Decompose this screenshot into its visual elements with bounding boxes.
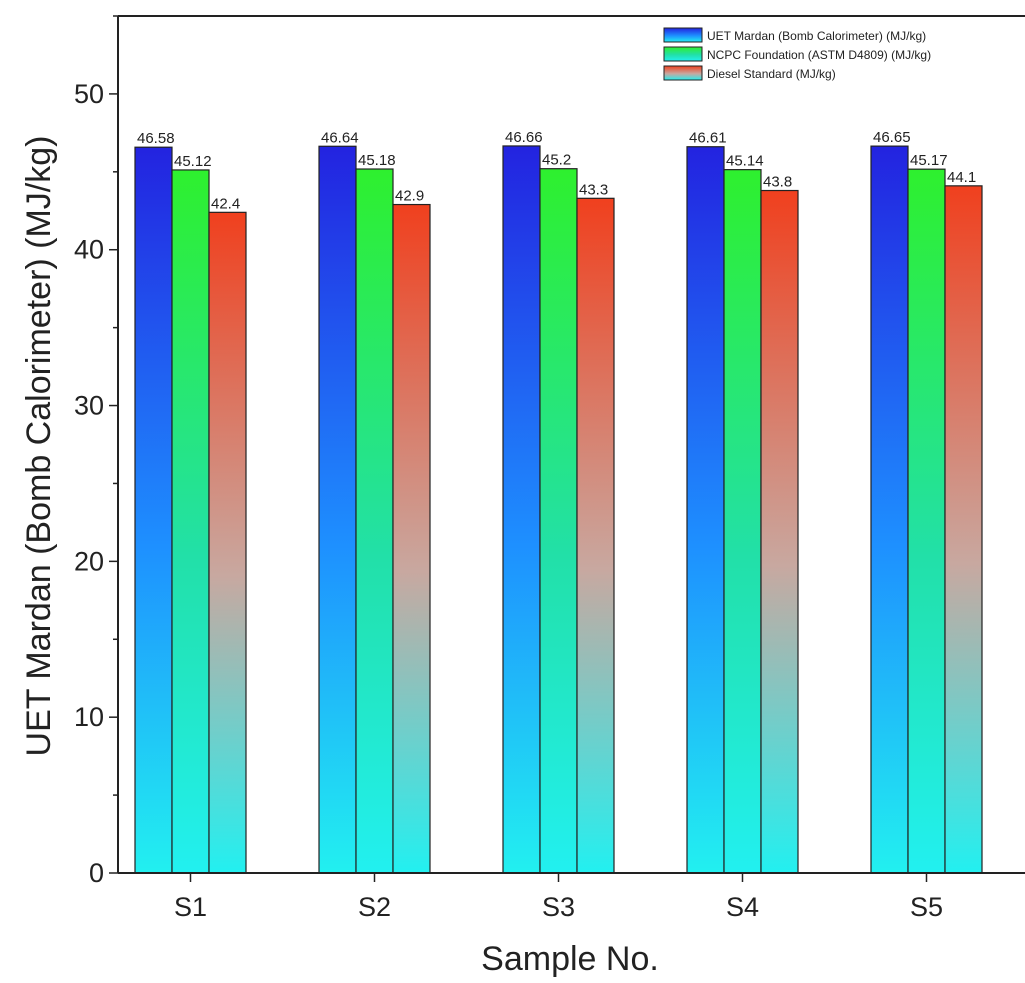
- data-label-s1-series-3: 42.4: [211, 195, 240, 212]
- data-label-s2-series-3: 42.9: [395, 188, 424, 205]
- y-axis-title: UET Mardan (Bomb Calorimeter) (MJ/kg): [20, 136, 58, 757]
- x-tick-label-s4: S4: [726, 892, 759, 922]
- legend-label-series-2: NCPC Foundation (ASTM D4809) (MJ/kg): [707, 48, 931, 62]
- legend-swatch-series-1: [663, 27, 703, 43]
- x-axis-title: Sample No.: [481, 940, 659, 978]
- data-labels-layer: 46.58 45.12 42.4 46.64 45.18 42.9 46.66 45.2 43.…: [137, 129, 976, 212]
- data-label-s5-series-2: 45.17: [910, 152, 948, 169]
- bar-s4-series-3: [760, 189, 799, 874]
- y-tick-label: 20: [74, 546, 104, 576]
- y-tick-label: 30: [74, 391, 104, 421]
- bar-s4-series-1: [686, 146, 725, 874]
- data-label-s1-series-1: 46.58: [137, 130, 175, 147]
- x-tick-label-s3: S3: [542, 892, 575, 922]
- y-tick-label: 50: [74, 79, 104, 109]
- bar-s3-series-1: [502, 145, 541, 874]
- data-label-s5-series-3: 44.1: [947, 169, 976, 186]
- bar-s3-series-2: [539, 168, 578, 874]
- bar-s1-series-3: [208, 211, 247, 874]
- bar-s3-series-3: [576, 197, 615, 874]
- data-label-s4-series-2: 45.14: [726, 153, 764, 170]
- data-label-s3-series-2: 45.2: [542, 152, 571, 169]
- y-tick-label: 10: [74, 702, 104, 732]
- x-tick-label-s1: S1: [174, 892, 207, 922]
- axes-layer: 0 10 20 30 40 50 S1 S2 S3 S4 S5: [74, 15, 1025, 922]
- data-label-s3-series-3: 43.3: [579, 181, 608, 198]
- bar-s5-series-3: [944, 185, 983, 874]
- data-label-s4-series-1: 46.61: [689, 130, 727, 147]
- legend-swatch-series-2: [663, 46, 703, 62]
- bars-layer: [134, 145, 983, 874]
- y-tick-label: 0: [89, 858, 104, 888]
- bar-s2-series-3: [392, 203, 431, 874]
- bar-s2-series-2: [355, 168, 394, 874]
- y-tick-label: 40: [74, 235, 104, 265]
- data-label-s5-series-1: 46.65: [873, 129, 911, 146]
- data-label-s2-series-1: 46.64: [321, 129, 359, 146]
- legend-label-series-1: UET Mardan (Bomb Calorimeter) (MJ/kg): [707, 29, 926, 43]
- bar-s5-series-2: [907, 168, 946, 874]
- legend-swatch-series-3: [663, 65, 703, 81]
- bar-s4-series-2: [723, 169, 762, 874]
- data-label-s4-series-3: 43.8: [763, 174, 792, 191]
- bar-s2-series-1: [318, 145, 357, 874]
- bar-s1-series-2: [171, 169, 210, 874]
- x-tick-label-s2: S2: [358, 892, 391, 922]
- data-label-s1-series-2: 45.12: [174, 153, 212, 170]
- legend-label-series-3: Diesel Standard (MJ/kg): [707, 67, 836, 81]
- legend: UET Mardan (Bomb Calorimeter) (MJ/kg) NCP…: [663, 27, 931, 81]
- data-label-s3-series-1: 46.66: [505, 129, 543, 146]
- x-tick-label-s5: S5: [910, 892, 943, 922]
- bar-s1-series-1: [134, 146, 173, 874]
- bar-s5-series-1: [870, 145, 909, 874]
- data-label-s2-series-2: 45.18: [358, 152, 396, 169]
